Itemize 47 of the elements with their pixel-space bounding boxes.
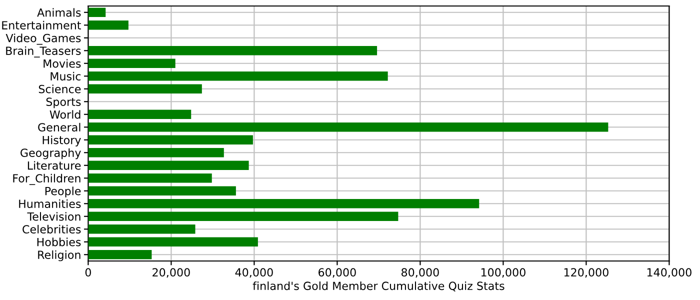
x-tick-label: 40,000 bbox=[235, 268, 273, 278]
x-tick-label: 60,000 bbox=[318, 268, 356, 278]
x-tick-label: 120,000 bbox=[564, 268, 608, 278]
bar bbox=[88, 135, 253, 144]
bar bbox=[88, 199, 480, 208]
y-tick-label: Brain_Teasers bbox=[6, 46, 81, 58]
bar bbox=[88, 122, 608, 132]
bar bbox=[88, 148, 224, 158]
y-tick-label: Celebrities bbox=[22, 224, 81, 234]
x-tick-label: 140,000 bbox=[647, 268, 692, 278]
bar bbox=[88, 174, 212, 183]
y-tick-label: Music bbox=[50, 72, 81, 81]
y-tick-label: General bbox=[38, 122, 80, 132]
bar bbox=[88, 160, 249, 170]
y-tick-label: Video_Games bbox=[6, 34, 81, 45]
x-tick-label: 80,000 bbox=[402, 268, 439, 278]
y-tick-label: Humanities bbox=[19, 199, 81, 208]
y-tick-label: Movies bbox=[44, 59, 81, 68]
y-tick-label: History bbox=[42, 136, 81, 146]
y-tick-label: Sports bbox=[46, 98, 81, 108]
x-axis-title: finland's Gold Member Cumulative Quiz Stats bbox=[252, 281, 504, 292]
bar bbox=[88, 237, 258, 246]
y-tick-label: Animals bbox=[37, 8, 81, 17]
y-tick-label: Literature bbox=[28, 161, 81, 170]
y-tick-label: Entertainment bbox=[2, 20, 81, 30]
y-tick-label: Science bbox=[38, 84, 81, 94]
bar bbox=[88, 72, 388, 81]
x-tick-label: 0 bbox=[85, 268, 91, 277]
bar bbox=[88, 110, 192, 119]
bar bbox=[88, 20, 128, 30]
bar bbox=[88, 186, 236, 196]
y-tick-label: Hobbies bbox=[37, 238, 81, 246]
y-tick-label: Television bbox=[27, 212, 80, 221]
y-tick-label: For_Children bbox=[13, 174, 80, 185]
bar bbox=[88, 84, 202, 94]
x-tick-label: 20,000 bbox=[152, 268, 190, 278]
bar bbox=[88, 58, 176, 68]
bar bbox=[88, 8, 106, 17]
y-tick-label: World bbox=[50, 110, 80, 119]
bar bbox=[88, 250, 152, 260]
y-tick-label: Geography bbox=[20, 148, 81, 160]
y-tick-label: Religion bbox=[38, 250, 80, 262]
x-tick-label: 100,000 bbox=[481, 268, 526, 278]
bar bbox=[88, 224, 196, 234]
bar bbox=[88, 212, 398, 221]
bar bbox=[88, 46, 378, 56]
y-tick-label: People bbox=[45, 186, 81, 198]
